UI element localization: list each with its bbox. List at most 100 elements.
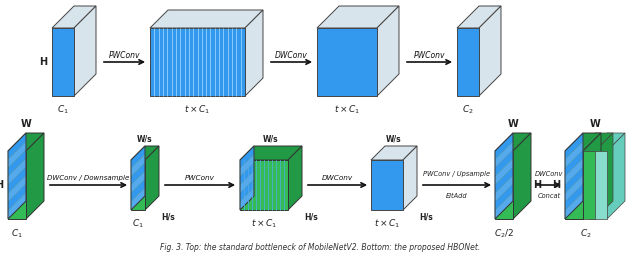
Polygon shape — [8, 167, 26, 194]
Text: H: H — [552, 180, 560, 190]
Polygon shape — [565, 175, 583, 202]
Polygon shape — [145, 146, 159, 210]
Polygon shape — [240, 146, 254, 168]
Polygon shape — [495, 192, 513, 219]
Polygon shape — [377, 6, 399, 96]
Polygon shape — [565, 141, 583, 168]
Polygon shape — [479, 6, 501, 96]
Polygon shape — [8, 192, 26, 219]
Text: H: H — [39, 57, 47, 67]
Polygon shape — [457, 28, 479, 96]
Text: W/s: W/s — [263, 134, 279, 143]
Polygon shape — [52, 28, 74, 96]
Polygon shape — [74, 6, 96, 96]
Polygon shape — [131, 146, 145, 168]
Polygon shape — [495, 184, 513, 211]
Polygon shape — [8, 175, 26, 202]
Text: $t \times C_1$: $t \times C_1$ — [334, 104, 360, 117]
Text: Fig. 3. Top: the standard bottleneck of MobileNetV2. Bottom: the proposed HBONet: Fig. 3. Top: the standard bottleneck of … — [160, 243, 480, 252]
Text: $C_2$: $C_2$ — [462, 104, 474, 117]
Text: H/s: H/s — [419, 213, 433, 222]
Polygon shape — [8, 184, 26, 211]
Text: PWConv: PWConv — [185, 175, 215, 181]
Polygon shape — [495, 150, 513, 176]
Polygon shape — [8, 133, 44, 151]
Polygon shape — [589, 151, 607, 219]
Polygon shape — [495, 175, 513, 202]
Text: $t \times C_1$: $t \times C_1$ — [251, 218, 277, 230]
Text: PWConv: PWConv — [413, 51, 445, 60]
Text: W: W — [68, 0, 79, 2]
Polygon shape — [245, 10, 263, 96]
Text: H/s: H/s — [161, 213, 175, 222]
Polygon shape — [131, 163, 145, 185]
Text: $C_1$: $C_1$ — [57, 104, 69, 117]
Polygon shape — [565, 150, 583, 176]
Polygon shape — [131, 146, 159, 160]
Polygon shape — [317, 28, 377, 96]
Polygon shape — [288, 146, 302, 210]
Text: DWConv: DWConv — [322, 175, 353, 181]
Polygon shape — [131, 188, 145, 210]
Polygon shape — [131, 171, 145, 193]
Polygon shape — [595, 133, 613, 219]
Text: DWConv: DWConv — [275, 51, 308, 60]
Polygon shape — [565, 151, 583, 219]
Polygon shape — [371, 160, 403, 210]
Polygon shape — [8, 150, 26, 176]
Text: $C_1$: $C_1$ — [132, 218, 144, 230]
Polygon shape — [589, 133, 625, 151]
Polygon shape — [457, 6, 501, 28]
Polygon shape — [240, 163, 254, 185]
Polygon shape — [495, 133, 513, 159]
Polygon shape — [565, 158, 583, 185]
Polygon shape — [565, 133, 601, 151]
Polygon shape — [317, 6, 399, 28]
Polygon shape — [240, 171, 254, 193]
Polygon shape — [240, 154, 254, 177]
Polygon shape — [565, 192, 583, 219]
Polygon shape — [495, 167, 513, 194]
Polygon shape — [371, 146, 417, 160]
Polygon shape — [565, 167, 583, 194]
Text: H: H — [0, 180, 3, 190]
Text: W: W — [20, 119, 31, 129]
Text: DWConv: DWConv — [535, 171, 563, 177]
Text: W/s: W/s — [386, 134, 402, 143]
Polygon shape — [583, 133, 601, 219]
Polygon shape — [8, 151, 26, 219]
Text: PWConv / Upsample: PWConv / Upsample — [424, 171, 491, 177]
Polygon shape — [150, 10, 263, 28]
Polygon shape — [131, 154, 145, 177]
Text: W: W — [508, 119, 518, 129]
Polygon shape — [565, 184, 583, 211]
Polygon shape — [577, 133, 613, 151]
Polygon shape — [26, 133, 44, 219]
Text: PWConv: PWConv — [109, 51, 140, 60]
Text: EltAdd: EltAdd — [446, 193, 468, 199]
Polygon shape — [565, 133, 583, 159]
Polygon shape — [495, 141, 513, 168]
Polygon shape — [240, 160, 288, 210]
Text: H/s: H/s — [304, 213, 317, 222]
Text: $C_1$: $C_1$ — [11, 227, 23, 239]
Polygon shape — [240, 188, 254, 210]
Text: $C_2$: $C_2$ — [580, 227, 592, 239]
Polygon shape — [8, 133, 26, 159]
Polygon shape — [240, 179, 254, 202]
Text: $C_2/2$: $C_2/2$ — [494, 227, 514, 239]
Text: DWConv / Downsample: DWConv / Downsample — [47, 175, 130, 181]
Polygon shape — [577, 151, 595, 219]
Text: H: H — [533, 180, 541, 190]
Text: W/s: W/s — [137, 134, 153, 143]
Text: Concat: Concat — [538, 193, 561, 199]
Polygon shape — [240, 146, 302, 160]
Polygon shape — [495, 151, 513, 219]
Text: W: W — [589, 119, 600, 129]
Polygon shape — [403, 146, 417, 210]
Polygon shape — [131, 160, 145, 210]
Text: $t \times C_1$: $t \times C_1$ — [374, 218, 400, 230]
Polygon shape — [513, 133, 531, 219]
Polygon shape — [131, 179, 145, 202]
Polygon shape — [607, 133, 625, 219]
